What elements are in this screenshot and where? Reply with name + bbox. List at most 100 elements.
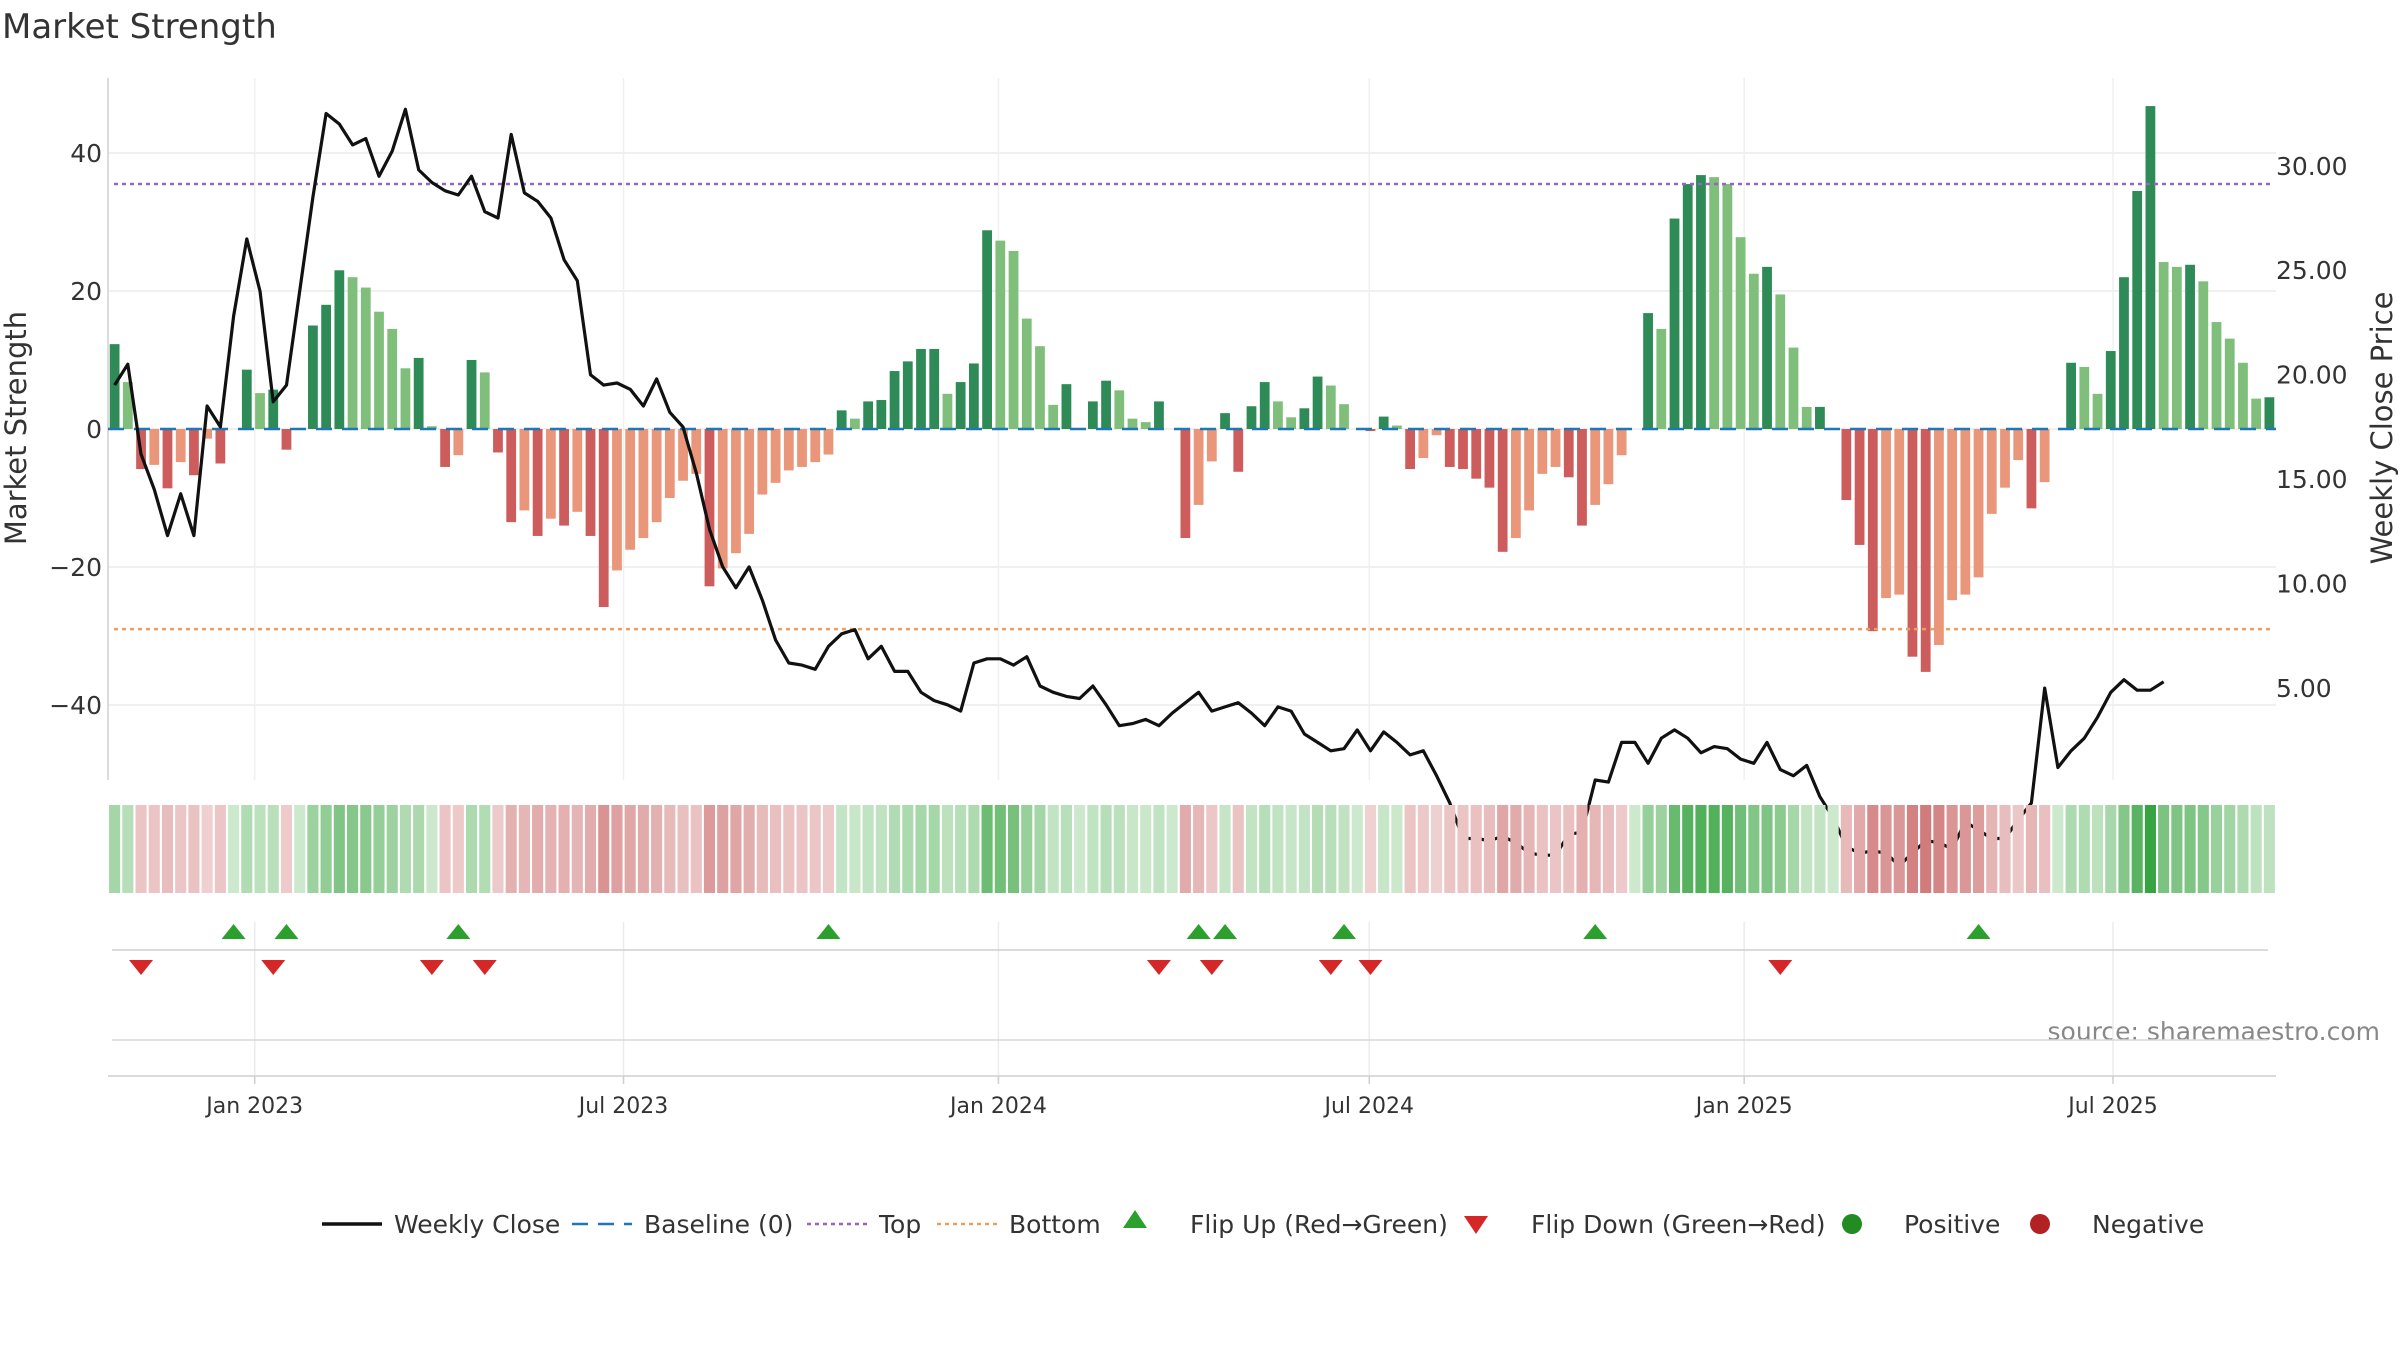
legend-label: Flip Down (Green→Red) xyxy=(1531,1210,1826,1239)
chart-title: Market Strength xyxy=(2,7,277,47)
flip-up-marker xyxy=(274,924,299,939)
strength-bar xyxy=(1881,429,1891,599)
x-tick-label: Jul 2024 xyxy=(1323,1094,1415,1119)
heat-cell xyxy=(598,805,610,893)
heat-cell xyxy=(1787,805,1800,893)
heat-cell xyxy=(1946,805,1958,893)
heat-cell xyxy=(862,805,874,893)
strength-bar xyxy=(1934,429,1944,645)
heat-cell xyxy=(836,805,848,893)
heat-cell xyxy=(1668,805,1681,893)
heat-cell xyxy=(2197,805,2209,893)
heat-cell xyxy=(1616,805,1628,893)
legend-swatch-positive xyxy=(1842,1214,1862,1234)
heat-cell xyxy=(1259,805,1271,893)
heat-cell xyxy=(1774,805,1786,893)
heat-cell xyxy=(492,805,504,893)
strength-bar xyxy=(1537,429,1548,474)
heat-cell xyxy=(915,805,927,893)
heat-cell xyxy=(624,805,636,893)
flip-down-marker xyxy=(1146,960,1171,975)
strength-bar xyxy=(1048,404,1059,429)
heat-cell xyxy=(677,805,689,893)
heat-cell xyxy=(2078,805,2090,893)
heat-cell xyxy=(743,805,755,893)
strength-bar xyxy=(1061,384,1072,429)
strength-bar xyxy=(1643,313,1653,429)
strength-bar xyxy=(493,429,503,453)
heat-cell xyxy=(413,805,425,893)
legend-swatch-negative xyxy=(2030,1214,2050,1234)
strength-bar xyxy=(1246,406,1257,429)
heat-cell xyxy=(1801,805,1813,893)
heat-cell xyxy=(452,805,464,893)
heat-cell xyxy=(1999,805,2011,893)
strength-bar xyxy=(374,311,384,429)
strength-bar xyxy=(1378,416,1389,429)
strength-bar xyxy=(625,429,636,550)
strength-bar xyxy=(1127,418,1138,429)
strength-bar xyxy=(2185,264,2195,429)
heat-cell xyxy=(1378,805,1390,893)
strength-bar xyxy=(268,389,279,429)
strength-bar xyxy=(797,429,807,467)
heat-cell xyxy=(1893,805,1905,893)
heat-cell xyxy=(1034,805,1046,893)
strength-bar xyxy=(2238,362,2248,429)
strength-bar xyxy=(1709,177,1720,429)
heat-cell xyxy=(809,805,821,893)
heat-cell xyxy=(584,805,597,893)
strength-bar xyxy=(2039,429,2050,483)
heat-cell xyxy=(320,805,332,893)
strength-bar xyxy=(2251,398,2262,429)
heat-cell xyxy=(1285,805,1297,893)
strength-bar xyxy=(1444,429,1455,467)
flip-down-marker xyxy=(1199,960,1224,975)
strength-bar xyxy=(902,361,913,429)
heat-cell xyxy=(214,805,226,893)
legend-item: Top xyxy=(807,1210,921,1239)
heat-cell xyxy=(1629,805,1641,893)
strength-bar xyxy=(1299,408,1310,429)
strength-bar xyxy=(453,429,464,456)
heat-cell xyxy=(1933,805,1945,893)
heat-cell xyxy=(651,805,663,893)
strength-bar xyxy=(810,429,821,463)
strength-bar xyxy=(479,372,490,429)
legend-item: Bottom xyxy=(937,1210,1101,1239)
strength-bar xyxy=(1590,429,1601,505)
heat-cell xyxy=(1338,805,1350,893)
heat-cell xyxy=(955,805,967,893)
y-tick-label: −40 xyxy=(49,691,102,720)
legend-swatch-flip-up xyxy=(1123,1210,1147,1228)
heat-cell xyxy=(1761,805,1773,893)
strength-bar xyxy=(1973,429,1984,578)
strength-bar xyxy=(2119,277,2129,429)
heat-cell xyxy=(2184,805,2196,893)
strength-bar xyxy=(2198,281,2209,429)
strength-bar xyxy=(757,429,768,495)
heat-cell xyxy=(1708,805,1720,893)
heat-cell xyxy=(1245,805,1258,893)
strength-bar xyxy=(1960,429,1971,595)
heat-cell xyxy=(532,805,544,893)
y2-tick-label: 30.00 xyxy=(2276,152,2348,181)
strength-bar xyxy=(360,287,371,429)
strength-bar xyxy=(1431,429,1442,436)
strength-bar xyxy=(929,348,940,429)
flip-down-marker xyxy=(129,960,154,975)
heat-cell xyxy=(1126,805,1139,893)
strength-bar xyxy=(638,429,649,539)
heat-cell xyxy=(875,805,887,893)
strength-bar xyxy=(1325,385,1336,429)
heat-cell xyxy=(1351,805,1363,893)
strength-bar xyxy=(1312,376,1323,429)
heat-cell xyxy=(201,805,213,893)
strength-bar xyxy=(1497,429,1508,552)
strength-bar xyxy=(321,304,332,429)
strength-bar xyxy=(1180,429,1191,539)
heat-cell xyxy=(2250,805,2262,893)
strength-bar xyxy=(572,429,583,512)
strength-bar xyxy=(1841,429,1852,501)
heat-cell xyxy=(254,805,266,893)
